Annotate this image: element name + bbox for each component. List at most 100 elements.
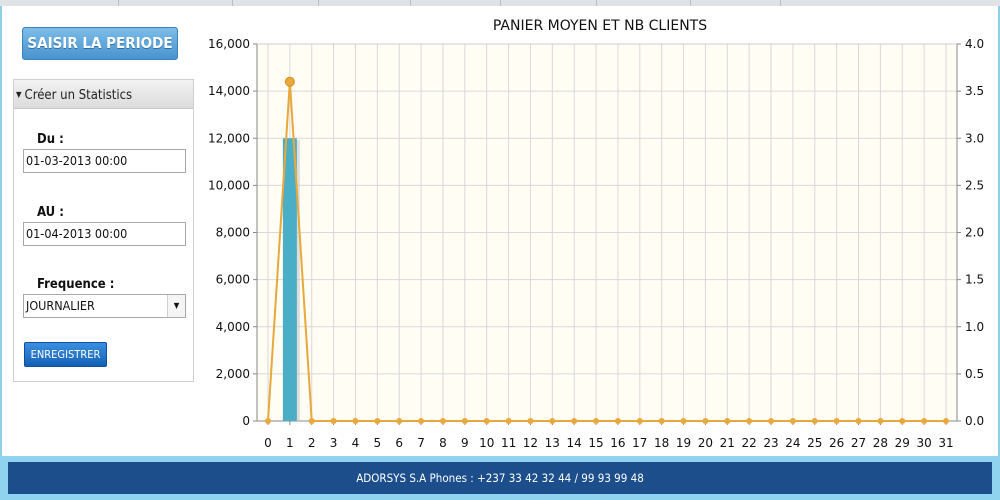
from-date-input[interactable]: 01-03-2013 00:00 (23, 149, 186, 173)
y-left-tick-label: 2,000 (216, 367, 250, 381)
x-tick-label: 25 (807, 436, 822, 450)
x-tick-label: 30 (916, 436, 931, 450)
line-point (724, 418, 731, 424)
line-series (267, 81, 946, 422)
x-tick-label: 17 (632, 436, 647, 450)
line-point (284, 76, 295, 87)
dropdown-arrow-icon[interactable]: ▼ (167, 295, 185, 317)
toolbar-separator (596, 0, 597, 6)
x-tick-label: 23 (763, 436, 778, 450)
x-tick-label: 10 (479, 436, 494, 450)
panel-title: Créer un Statistics (24, 88, 133, 103)
toolbar-separator (118, 0, 119, 6)
line-point (439, 418, 446, 424)
statistics-chart: 0 2,000 4,000 6,000 8,000 10,000 12,000 14,000 1… (200, 10, 1000, 456)
x-tick-label: 9 (461, 436, 469, 450)
x-tick-label: 13 (545, 436, 560, 450)
toolbar-separator (690, 0, 691, 6)
x-tick-label: 24 (785, 436, 800, 450)
line-point (330, 418, 337, 424)
x-tick-label: 11 (501, 436, 516, 450)
chart-canvas: 0 2,000 4,000 6,000 8,000 10,000 12,000 14,000 1… (208, 18, 984, 450)
y-left-tick-label: 10,000 (208, 178, 250, 192)
line-point (614, 418, 621, 424)
line-point (877, 418, 884, 424)
x-tick-label: 14 (567, 436, 582, 450)
x-tick-label: 1 (286, 436, 294, 450)
x-tick-label: 19 (676, 436, 691, 450)
y-right-tick-label: 4.0 (965, 37, 984, 51)
y-left-tick-label: 0 (242, 414, 250, 428)
y-right-tick-label: 1.0 (965, 320, 984, 334)
triangle-down-icon[interactable]: ▼ (16, 90, 22, 99)
y-right-tick-label: 2.5 (965, 178, 984, 192)
line-point (352, 418, 359, 424)
y-left-tick-label: 4,000 (216, 320, 250, 334)
enter-period-button[interactable]: SAISIR LA PERIODE (22, 27, 178, 60)
y-right-tick-label: 0.0 (965, 414, 984, 428)
frequency-label: Frequence : (37, 277, 115, 292)
x-tick-label: 4 (352, 436, 360, 450)
line-point (768, 418, 775, 424)
x-tick-label: 8 (439, 436, 447, 450)
line-point (527, 418, 534, 424)
y-left-tick-label: 12,000 (208, 131, 250, 145)
x-tick-label: 20 (698, 436, 713, 450)
y-left-tick-label: 14,000 (208, 84, 250, 98)
line-point (943, 418, 949, 424)
line-point (833, 418, 840, 424)
to-date-label: AU : (37, 205, 64, 220)
line-point (658, 418, 665, 424)
footer-contact-text: ADORSYS S.A Phones : +237 33 42 32 44 / … (8, 462, 992, 494)
line-point (593, 418, 600, 424)
toolbar-separator (318, 0, 319, 6)
save-button[interactable]: ENREGISTRER (24, 342, 107, 367)
line-point (374, 418, 381, 424)
x-tick-label: 7 (417, 436, 425, 450)
x-tick-label: 27 (851, 436, 866, 450)
line-point (571, 418, 578, 424)
y-right-tick-label: 0.5 (965, 367, 984, 381)
panel-header[interactable]: ▼ Créer un Statistics (14, 80, 193, 109)
chart-title: PANIER MOYEN ET NB CLIENTS (493, 18, 707, 34)
to-date-input[interactable]: 01-04-2013 00:00 (23, 222, 186, 246)
line-point (702, 418, 709, 424)
y-left-tick-label: 8,000 (216, 226, 250, 240)
x-tick-label: 26 (829, 436, 844, 450)
x-tick-label: 18 (654, 436, 669, 450)
bar (282, 138, 297, 421)
x-tick-label: 0 (264, 436, 272, 450)
x-tick-label: 6 (395, 436, 403, 450)
x-tick-label: 22 (742, 436, 757, 450)
line-point (789, 418, 796, 424)
line-point (636, 418, 643, 424)
x-tick-label: 3 (330, 436, 338, 450)
content-frame (0, 6, 1000, 456)
line-point (811, 418, 818, 424)
y-left-tick-label: 6,000 (216, 273, 250, 287)
x-tick-label: 31 (938, 436, 953, 450)
x-tick-label: 28 (873, 436, 888, 450)
frequency-selected-value: JOURNALIER (26, 298, 95, 313)
line-point (746, 418, 753, 424)
line-point (418, 418, 425, 424)
create-statistics-panel: ▼ Créer un Statistics Du : 01-03-2013 00:… (13, 79, 194, 382)
line-point (921, 418, 928, 424)
line-point (549, 418, 556, 424)
y-right-tick-label: 3.5 (965, 84, 984, 98)
line-point (461, 418, 468, 424)
line-point (505, 418, 512, 424)
x-tick-label: 29 (895, 436, 910, 450)
line-point (680, 418, 687, 424)
x-tick-label: 16 (610, 436, 625, 450)
x-tick-label: 21 (720, 436, 735, 450)
frequency-select[interactable]: JOURNALIER ▼ (23, 294, 186, 318)
from-date-label: Du : (37, 132, 64, 147)
line-point (396, 418, 403, 424)
toolbar-separator (780, 0, 781, 6)
line-point (855, 418, 862, 424)
top-toolbar-strip (0, 0, 1000, 6)
x-tick-label: 5 (374, 436, 382, 450)
x-tick-label: 2 (308, 436, 316, 450)
y-right-tick-label: 1.5 (965, 273, 984, 287)
